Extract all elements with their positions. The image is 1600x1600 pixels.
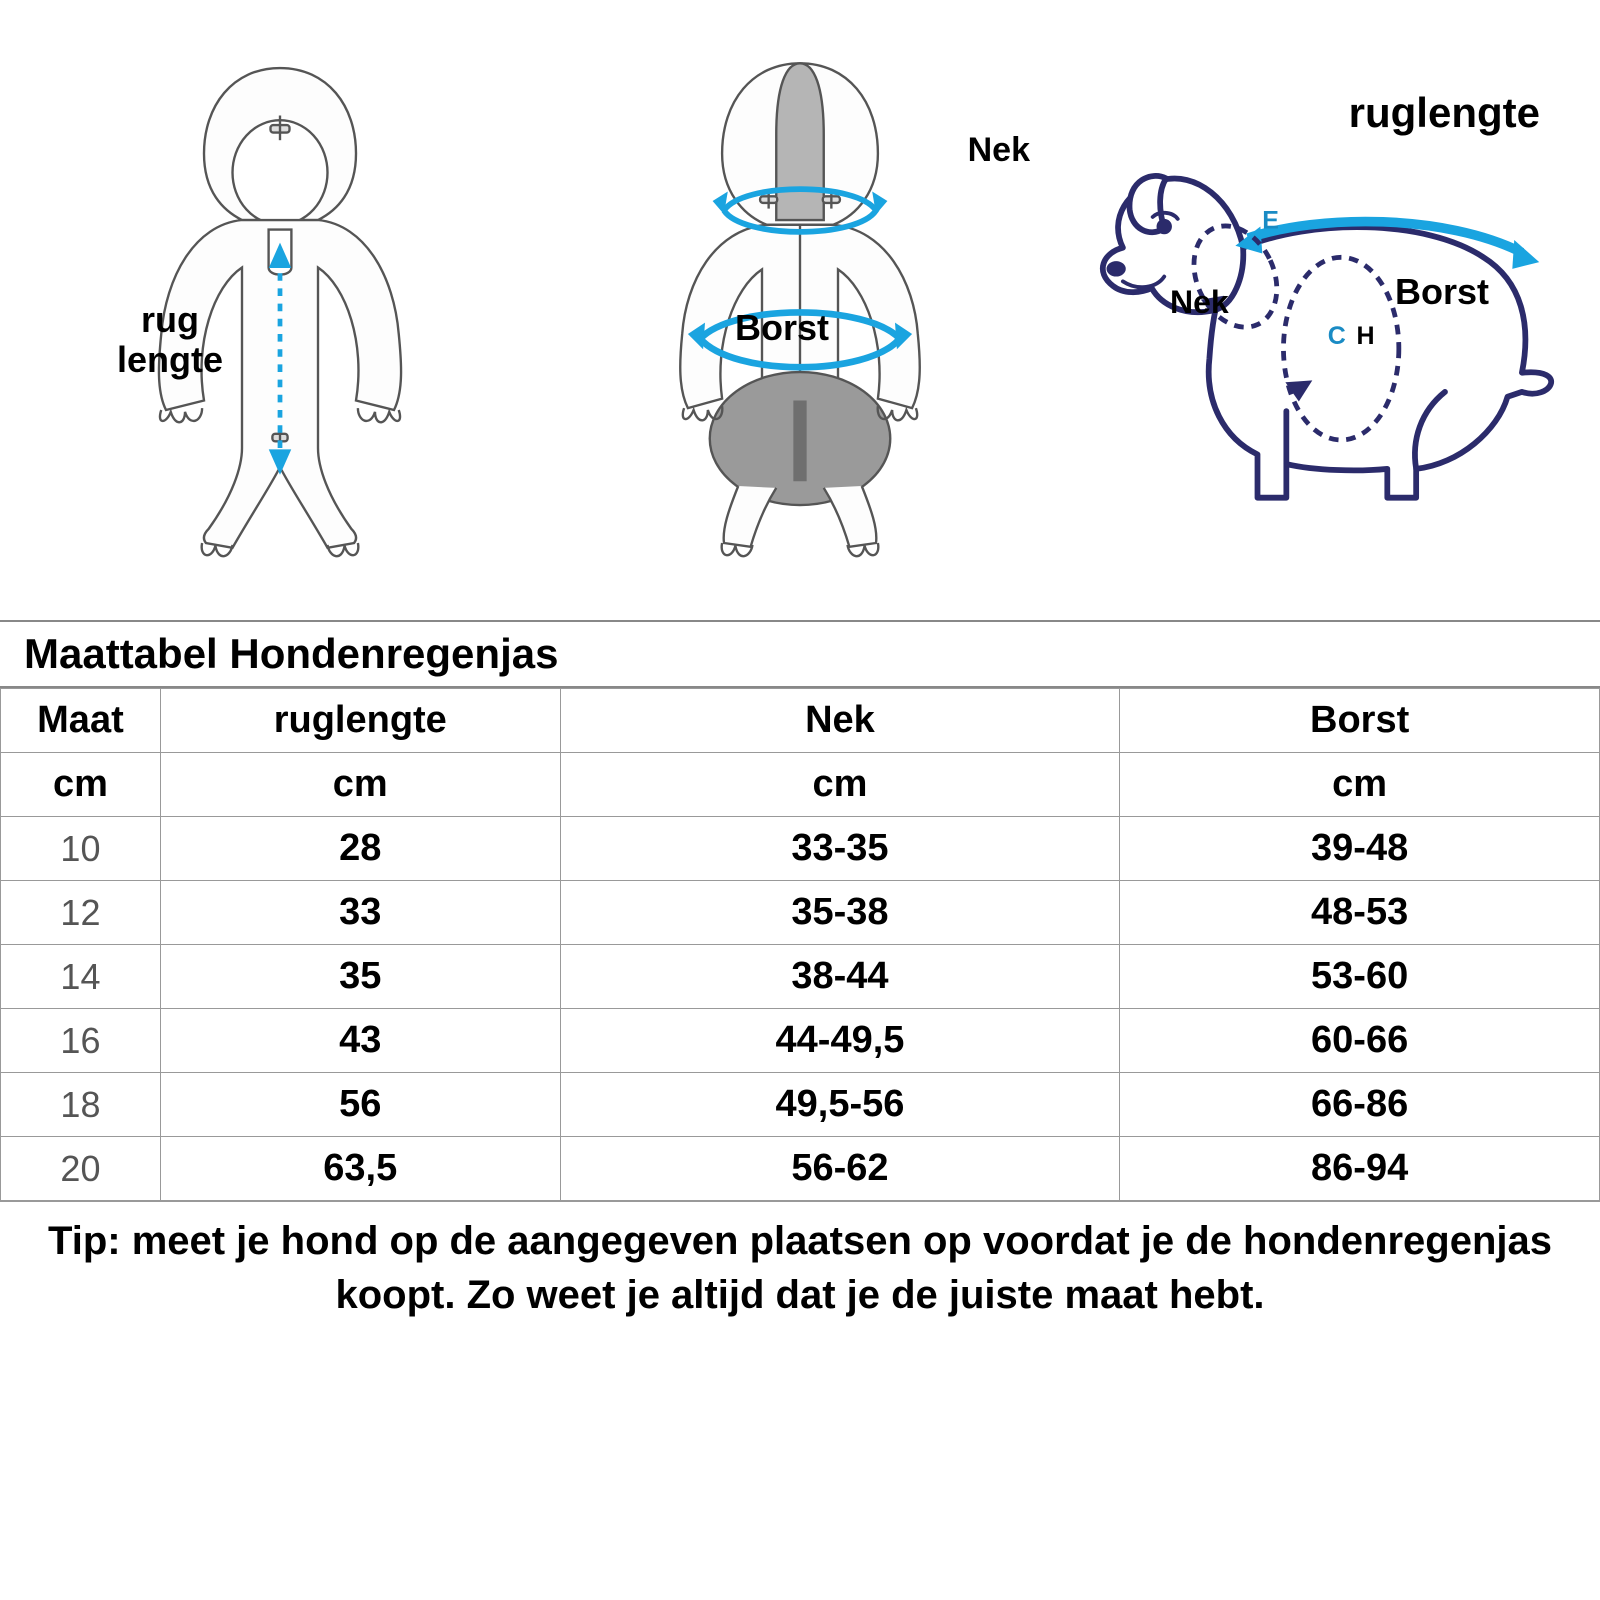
table-cell: 16 <box>1 1009 161 1073</box>
table-cell: 10 <box>1 817 161 881</box>
col-borst: Borst <box>1120 689 1600 753</box>
table-unit-row: cm cm cm cm <box>1 753 1600 817</box>
table-cell: 33-35 <box>560 817 1120 881</box>
col-ruglengte: ruglengte <box>160 689 560 753</box>
borst-label-dog: Borst <box>1395 272 1489 312</box>
table-row: 143538-4453-60 <box>1 945 1600 1009</box>
table-cell: 43 <box>160 1009 560 1073</box>
size-table: Maat ruglengte Nek Borst cm cm cm cm 102… <box>0 688 1600 1201</box>
table-row: 2063,556-6286-94 <box>1 1137 1600 1201</box>
ruglengte-label-front: ruglengte <box>100 300 240 379</box>
svg-text:E: E <box>1262 206 1279 234</box>
raincoat-front-diagram: ruglengte <box>20 30 540 600</box>
table-cell: 56-62 <box>560 1137 1120 1201</box>
table-cell: 35 <box>160 945 560 1009</box>
unit-maat: cm <box>1 753 161 817</box>
table-row: 185649,5-5666-86 <box>1 1073 1600 1137</box>
table-cell: 48-53 <box>1120 881 1600 945</box>
table-cell: 60-66 <box>1120 1009 1600 1073</box>
ruglengte-label-dog: ruglengte <box>1349 90 1540 136</box>
svg-text:H: H <box>1357 322 1375 350</box>
nek-label-dog: Nek <box>1170 285 1229 320</box>
table-cell: 38-44 <box>560 945 1120 1009</box>
table-cell: 63,5 <box>160 1137 560 1201</box>
table-row: 123335-3848-53 <box>1 881 1600 945</box>
table-cell: 49,5-56 <box>560 1073 1120 1137</box>
table-title: Maattabel Hondenregenjas <box>0 620 1600 688</box>
size-table-section: Maattabel Hondenregenjas Maat ruglengte … <box>0 620 1600 1600</box>
table-cell: 35-38 <box>560 881 1120 945</box>
table-cell: 18 <box>1 1073 161 1137</box>
table-row: 102833-3539-48 <box>1 817 1600 881</box>
table-cell: 86-94 <box>1120 1137 1600 1201</box>
unit-nek: cm <box>560 753 1120 817</box>
diagram-row: ruglengte <box>0 0 1600 620</box>
unit-rug: cm <box>160 753 560 817</box>
unit-borst: cm <box>1120 753 1600 817</box>
table-cell: 20 <box>1 1137 161 1201</box>
table-cell: 33 <box>160 881 560 945</box>
table-cell: 53-60 <box>1120 945 1600 1009</box>
dog-measurement-diagram: E C H ruglengte Nek Borst <box>1060 30 1580 600</box>
table-cell: 14 <box>1 945 161 1009</box>
table-header-row: Maat ruglengte Nek Borst <box>1 689 1600 753</box>
nek-label-back: Nek <box>968 132 1030 169</box>
table-cell: 12 <box>1 881 161 945</box>
table-cell: 28 <box>160 817 560 881</box>
table-cell: 39-48 <box>1120 817 1600 881</box>
borst-label-back: Borst <box>735 308 829 348</box>
table-cell: 44-49,5 <box>560 1009 1120 1073</box>
table-row: 164344-49,560-66 <box>1 1009 1600 1073</box>
tip-text: Tip: meet je hond op de aangegeven plaat… <box>0 1201 1600 1342</box>
svg-text:C: C <box>1328 322 1346 350</box>
table-cell: 56 <box>160 1073 560 1137</box>
col-nek: Nek <box>560 689 1120 753</box>
table-cell: 66-86 <box>1120 1073 1600 1137</box>
col-maat: Maat <box>1 689 161 753</box>
raincoat-back-diagram: Nek Borst <box>540 30 1060 600</box>
